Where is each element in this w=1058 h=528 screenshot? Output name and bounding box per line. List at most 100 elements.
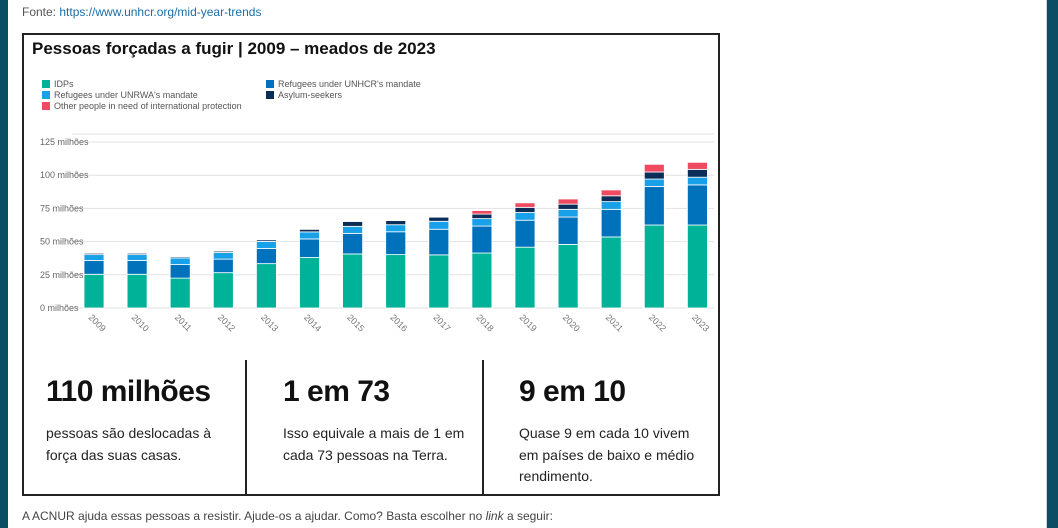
bar-segment [514,219,536,248]
bar-segment [255,263,277,309]
bar-segment [600,189,622,197]
x-tick-label: 2023 [690,312,711,333]
source-link[interactable]: https://www.unhcr.org/mid-year-trends [59,5,262,19]
footer-link-word: link [485,509,504,523]
stat-ratio: 1 em 73 Isso equivale a mais de 1 em cad… [283,375,483,466]
bar-segment [557,208,579,218]
x-tick-label: 2021 [604,312,625,333]
bar-segment [342,232,364,255]
bar-segment [212,250,234,253]
y-tick-label: 50 milhões [40,237,84,247]
x-tick-label: 2015 [345,312,366,333]
x-tick-label: 2011 [173,312,194,333]
bar-segment [557,243,579,309]
bar-segment [428,216,450,222]
footer-text: A ACNUR ajuda essas pessoas a resistir. … [22,509,553,523]
bar-segment [643,178,665,187]
bar-segment [169,257,191,265]
bar-segment [169,256,191,259]
stat-value: 1 em 73 [283,375,390,408]
bar-segment [212,272,234,309]
stat-value: 9 em 10 [519,375,626,408]
bar-segment [687,176,708,186]
bar-segment [643,171,665,180]
bar-segment [471,213,493,220]
legend-label: Refugees under UNHCR's mandate [278,79,421,89]
stat-text: pessoas são deslocadas à força das suas … [46,425,211,463]
y-tick-label: 25 milhões [40,270,84,280]
x-tick-label: 2010 [130,312,151,333]
y-tick-label: 75 milhões [40,203,84,213]
bar-segment [471,252,493,309]
stat-text: Isso equivale a mais de 1 em cada 73 pes… [283,425,465,463]
legend-swatch [266,80,274,88]
bar-segment [255,239,277,242]
bar-segment [687,184,708,226]
bar-segment [514,246,536,309]
footer-text-start: A ACNUR ajuda essas pessoas a resistir. … [22,509,486,523]
bar-segment [83,254,105,261]
source-label: Fonte: [22,5,57,19]
bar-segment [342,221,364,227]
bar-segment [471,210,493,215]
y-tick-label: 125 milhões [40,137,89,147]
page-edge-left [0,0,8,528]
bar-segment [557,216,579,245]
stat-value: 110 milhões [46,375,211,408]
legend-swatch [42,80,50,88]
bar-segment [385,224,407,233]
bar-segment [428,228,450,256]
divider [245,360,247,494]
bar-segment [600,195,622,203]
stat-countries: 9 em 10 Quase 9 em cada 10 vivem em país… [519,375,719,488]
bar-segment [428,254,450,309]
infographic: Pessoas forçadas a fugir | 2009 – meados… [22,33,720,496]
bar-segment [83,260,105,275]
bar-segment [385,220,407,226]
x-tick-label: 2019 [518,312,539,333]
bar-segment [342,253,364,309]
bar-segment [385,231,407,256]
source-line: Fonte: https://www.unhcr.org/mid-year-tr… [22,5,261,19]
bar-segment [255,248,277,265]
x-tick-label: 2016 [388,312,409,333]
legend-swatch [42,102,50,110]
bar-segment [255,241,277,249]
bar-segment [600,236,622,309]
legend-swatch [266,91,274,99]
bar-segment [643,163,665,173]
x-tick-label: 2018 [474,312,495,333]
bar-segment [514,206,536,213]
bar-segment [126,273,148,309]
bar-segment [126,260,148,275]
legend-swatch [42,91,50,99]
bar-segment [169,264,191,279]
footer-text-end: a seguir: [503,509,553,523]
divider [482,360,484,494]
bar-segment [514,202,536,208]
y-tick-label: 100 milhões [40,170,89,180]
bar-segment [212,258,234,274]
bar-segment [600,201,622,210]
bar-segment [299,231,320,240]
bar-segment [643,186,665,226]
bar-segment [471,218,493,227]
bar-segment [169,277,191,309]
bar-segment [687,168,708,178]
bar-segment [126,252,148,256]
bar-segment [83,273,105,309]
bar-segment [299,257,320,309]
bar-segment [557,203,579,210]
bar-segment [557,198,579,205]
chart-title: Pessoas forçadas a fugir | 2009 – meados… [32,39,436,58]
bar-segment [471,225,493,254]
x-tick-label: 2020 [561,312,582,333]
bar-segment [643,224,665,309]
bar-segment [299,228,320,233]
legend-label: Other people in need of international pr… [54,101,242,111]
y-tick-label: 0 milhões [40,303,79,313]
x-tick-label: 2022 [647,312,668,333]
bar-segment [600,208,622,238]
x-tick-label: 2012 [216,312,237,333]
